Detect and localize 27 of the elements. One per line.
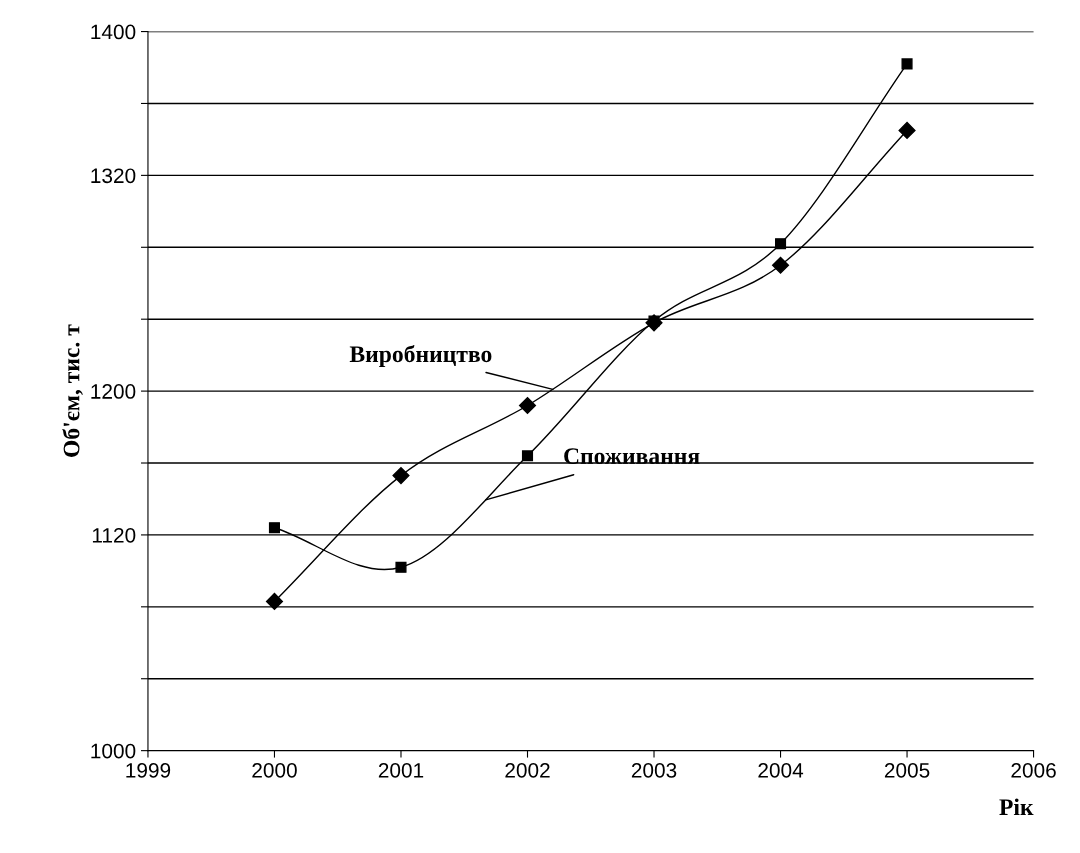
x-tick-label: 2000 [252, 763, 297, 778]
x-tick-label: 2003 [631, 763, 677, 778]
point [518, 396, 537, 415]
y-axis-title: Об'єм, тис. т [62, 324, 83, 457]
y-tick-label: 1000 [91, 743, 136, 759]
point [265, 592, 284, 610]
x-tick-label: 2004 [758, 763, 804, 778]
y-tick-label: 1120 [92, 527, 136, 543]
x-axis-title: Рік [999, 798, 1034, 815]
point [521, 450, 534, 462]
point [771, 256, 790, 274]
y-tick-label: 1200 [91, 384, 136, 399]
y-tick-label: 1320 [91, 168, 136, 184]
point [395, 561, 407, 573]
x-tick-label: 2005 [884, 763, 930, 778]
series-label: Виробництво [349, 345, 492, 367]
point [268, 522, 281, 534]
point [774, 238, 787, 250]
x-tick-label: 2002 [505, 763, 550, 778]
y-tick-label: 1400 [91, 24, 136, 40]
point [898, 121, 916, 139]
x-tick-label: 1999 [126, 763, 171, 778]
point [392, 467, 410, 485]
x-tick-label: 2001 [378, 763, 424, 778]
point [901, 58, 913, 70]
series-label: Споживання [564, 448, 700, 465]
x-tick-label: 2006 [1011, 763, 1056, 778]
